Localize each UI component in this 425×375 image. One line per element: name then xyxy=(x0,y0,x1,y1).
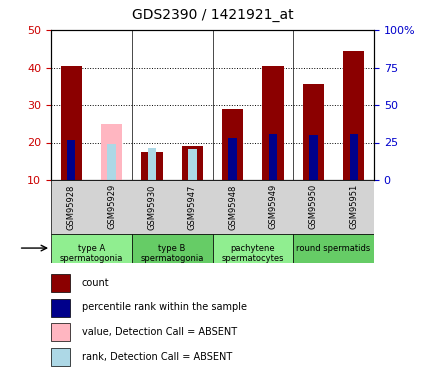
Bar xyxy=(51,274,71,292)
Text: type A: type A xyxy=(78,244,105,253)
Text: GSM95928: GSM95928 xyxy=(67,184,76,230)
FancyBboxPatch shape xyxy=(132,234,212,262)
Text: spermatogonia: spermatogonia xyxy=(60,254,123,263)
Bar xyxy=(303,84,324,180)
Bar xyxy=(101,124,122,180)
Bar xyxy=(51,348,71,366)
Bar xyxy=(350,134,358,180)
Text: GSM95950: GSM95950 xyxy=(309,184,318,230)
Bar xyxy=(51,323,71,341)
Bar xyxy=(61,66,82,180)
Text: rank, Detection Call = ABSENT: rank, Detection Call = ABSENT xyxy=(82,352,232,362)
FancyBboxPatch shape xyxy=(51,234,132,262)
Text: GDS2390 / 1421921_at: GDS2390 / 1421921_at xyxy=(132,8,293,21)
Bar xyxy=(51,298,71,316)
Bar xyxy=(229,138,237,180)
Text: GSM95948: GSM95948 xyxy=(228,184,237,230)
Bar xyxy=(343,51,364,180)
Bar xyxy=(67,140,75,180)
Bar xyxy=(188,148,196,180)
Text: count: count xyxy=(82,278,110,288)
FancyBboxPatch shape xyxy=(212,234,293,262)
Bar xyxy=(309,135,317,180)
Text: value, Detection Call = ABSENT: value, Detection Call = ABSENT xyxy=(82,327,237,337)
Text: spermatocytes: spermatocytes xyxy=(221,254,284,263)
Text: GSM95930: GSM95930 xyxy=(147,184,156,230)
Text: GSM95947: GSM95947 xyxy=(188,184,197,230)
Text: spermatogonia: spermatogonia xyxy=(140,254,204,263)
Text: GSM95929: GSM95929 xyxy=(107,184,116,230)
Bar xyxy=(182,146,203,180)
Bar xyxy=(269,134,277,180)
Bar xyxy=(222,109,243,180)
Bar xyxy=(142,152,162,180)
Bar xyxy=(108,144,116,180)
Text: GSM95949: GSM95949 xyxy=(269,184,278,230)
Text: type B: type B xyxy=(159,244,186,253)
Text: GSM95951: GSM95951 xyxy=(349,184,358,230)
FancyBboxPatch shape xyxy=(293,234,374,262)
FancyBboxPatch shape xyxy=(51,180,374,234)
Bar xyxy=(148,148,156,180)
Text: pachytene: pachytene xyxy=(230,244,275,253)
Text: percentile rank within the sample: percentile rank within the sample xyxy=(82,303,247,312)
Bar xyxy=(263,66,283,180)
Text: round spermatids: round spermatids xyxy=(297,244,371,253)
